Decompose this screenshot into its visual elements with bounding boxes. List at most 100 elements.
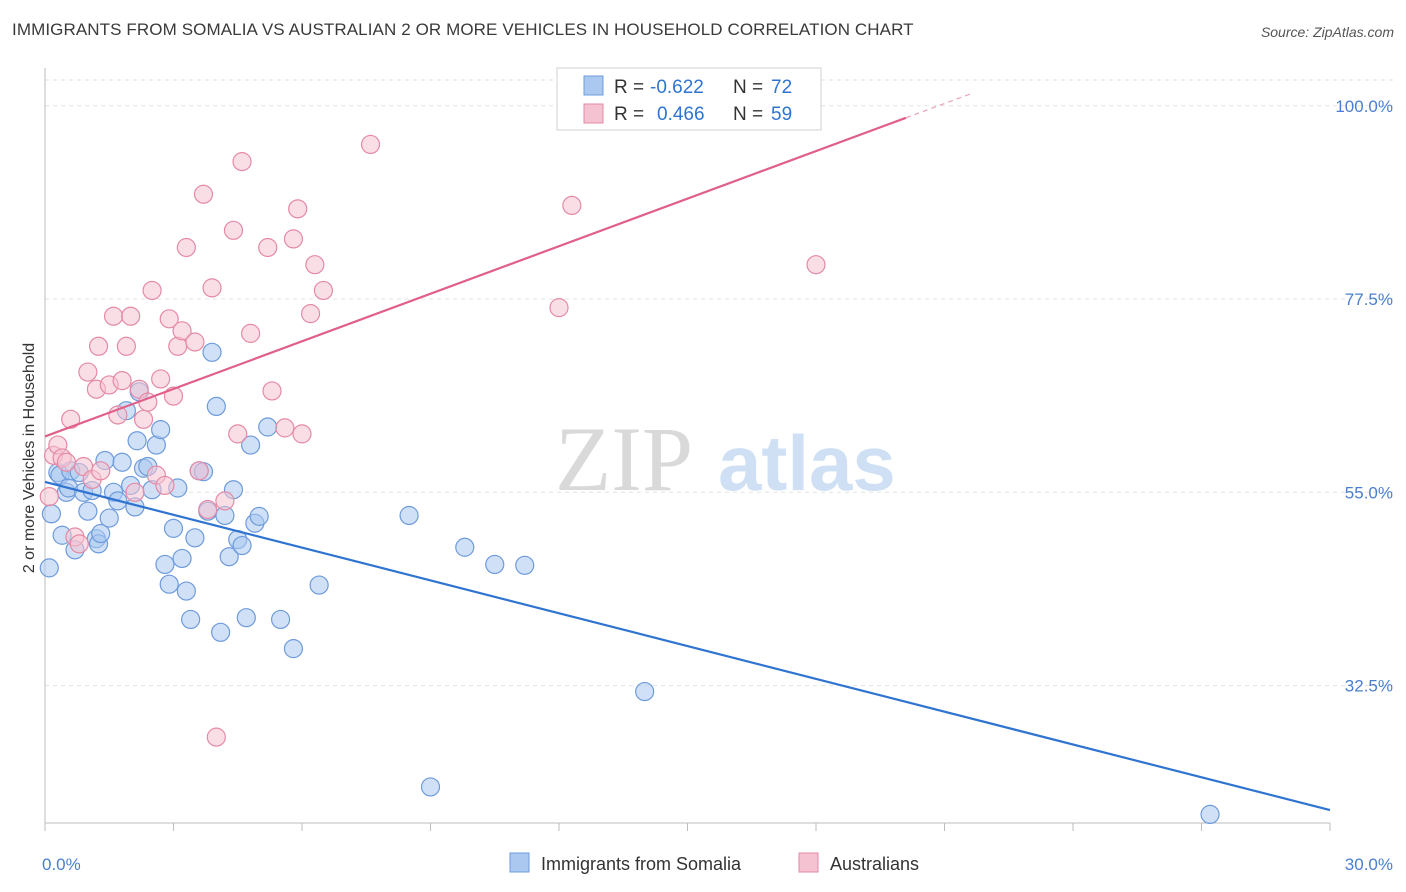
australians-point	[292, 424, 312, 444]
x-tick-labels: 0.0% 30.0%	[42, 855, 1393, 874]
somalia-point	[241, 435, 261, 455]
australians-point	[189, 461, 209, 481]
somalia-point	[159, 574, 179, 594]
australians-point	[193, 184, 214, 204]
australians-point	[176, 237, 196, 258]
somalia-point	[39, 558, 59, 578]
somalia-point	[206, 396, 226, 417]
legend-swatch-australians	[583, 103, 604, 124]
australians-point	[151, 369, 171, 389]
australians-point	[125, 482, 145, 502]
stats-legend: R = -0.622 N = 72 R = 0.466 N = 59	[556, 67, 822, 131]
somalia-point	[99, 508, 119, 528]
australians-trend-extension	[905, 93, 971, 119]
axes	[44, 68, 1331, 831]
australians-point	[61, 409, 81, 429]
somalia-point	[1200, 804, 1220, 825]
somalia-point	[455, 537, 475, 557]
australians-point	[88, 336, 109, 356]
australians-point	[300, 304, 321, 324]
australians-trend-line	[44, 116, 907, 438]
somalia-point	[185, 528, 205, 548]
somalia-point	[202, 342, 222, 362]
somalia-point	[91, 523, 111, 544]
legend-n-value-somalia: 72	[771, 77, 792, 98]
x-tick-label: 30.0%	[1345, 855, 1393, 874]
legend-r-value-australians: 0.466	[657, 104, 705, 125]
somalia-point	[232, 535, 252, 556]
australians-point	[258, 237, 278, 258]
somalia-point	[249, 506, 269, 526]
australians-point	[202, 278, 222, 298]
somalia-point	[283, 639, 304, 659]
series-legend: Immigrants from Somalia Australians	[509, 852, 919, 874]
series-legend-label-somalia: Immigrants from Somalia	[541, 854, 742, 874]
somalia-point	[151, 419, 171, 440]
legend-r-label-somalia: R =	[614, 77, 644, 98]
legend-n-label-australians: N =	[733, 104, 763, 125]
somalia-point	[127, 431, 147, 451]
somalia-point	[172, 548, 192, 569]
somalia-point	[515, 555, 535, 575]
somalia-point	[219, 547, 239, 567]
watermark: ZIP atlas	[555, 408, 896, 510]
australians-point	[112, 371, 132, 391]
australians-point	[78, 362, 98, 382]
x-tick-label: 0.0%	[42, 855, 81, 874]
watermark-atlas: atlas	[718, 419, 896, 507]
somalia-point	[420, 777, 441, 797]
series-legend-swatch-somalia	[509, 852, 530, 873]
series-legend-swatch-australians	[798, 852, 819, 873]
australians-point	[133, 409, 154, 429]
somalia-point	[485, 554, 505, 575]
australians-point	[262, 381, 282, 401]
y-tick-label: 32.5%	[1345, 677, 1393, 696]
australians-point	[91, 461, 111, 481]
australians-point	[360, 134, 381, 155]
source-label: Source: ZipAtlas.com	[1260, 24, 1394, 40]
somalia-point	[78, 501, 98, 521]
somalia-point	[41, 504, 62, 524]
chart-title: IMMIGRANTS FROM SOMALIA VS AUSTRALIAN 2 …	[12, 20, 914, 39]
australians-point	[313, 280, 334, 301]
somalia-point	[176, 581, 196, 601]
australians-point	[39, 486, 59, 507]
australians-point	[121, 306, 141, 326]
australians-point	[223, 220, 244, 240]
legend-swatch-somalia	[583, 75, 604, 96]
australians-point	[103, 306, 124, 326]
watermark-zip: ZIP	[555, 408, 693, 510]
grid-lines	[45, 79, 1395, 687]
australians-point	[562, 195, 582, 216]
australians-point	[241, 323, 261, 343]
australians-point	[228, 424, 248, 444]
australians-point	[172, 321, 192, 341]
australians-point	[142, 280, 162, 301]
somalia-point	[163, 518, 184, 538]
trend-lines	[44, 93, 1331, 812]
y-axis-title: 2 or more Vehicles in Household	[21, 343, 38, 573]
somalia-point	[270, 609, 291, 630]
legend-n-value-australians: 59	[771, 104, 792, 125]
legend-r-value-somalia: -0.622	[650, 77, 704, 98]
somalia-point	[236, 608, 256, 628]
australians-point	[155, 475, 175, 496]
australians-point	[283, 229, 304, 249]
series-legend-label-australians: Australians	[830, 854, 919, 874]
somalia-point	[112, 452, 132, 472]
australians-point	[185, 332, 205, 352]
australians-point	[288, 199, 308, 219]
y-tick-labels: 32.5% 55.0% 77.5% 100.0%	[1335, 97, 1393, 696]
somalia-point	[399, 505, 419, 526]
australians-point	[69, 534, 89, 554]
australians-point	[159, 309, 179, 329]
australians-point	[215, 491, 235, 511]
australians-point	[275, 418, 295, 438]
somalia-point	[181, 609, 201, 630]
australians-point	[305, 255, 325, 275]
australians-point	[806, 255, 826, 275]
australians-point	[56, 452, 77, 472]
australians-point	[549, 298, 569, 318]
somalia-point	[155, 554, 175, 575]
